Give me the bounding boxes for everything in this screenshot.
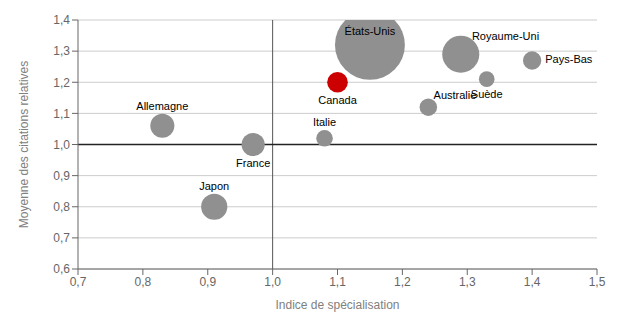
- svg-text:0,9: 0,9: [53, 169, 70, 183]
- svg-text:0,6: 0,6: [53, 262, 70, 276]
- svg-text:1,0: 1,0: [53, 138, 70, 152]
- svg-text:Suède: Suède: [470, 88, 503, 100]
- svg-text:0,7: 0,7: [70, 275, 87, 289]
- svg-text:1,2: 1,2: [53, 76, 70, 90]
- svg-text:1,3: 1,3: [459, 275, 476, 289]
- svg-text:0,8: 0,8: [53, 200, 70, 214]
- svg-text:Moyenne des citations relative: Moyenne des citations relatives: [17, 61, 31, 228]
- svg-text:1,3: 1,3: [53, 44, 70, 58]
- svg-text:Royaume-Uni: Royaume-Uni: [472, 30, 539, 42]
- svg-text:États-Unis: États-Unis: [345, 25, 396, 37]
- svg-text:1,0: 1,0: [264, 275, 281, 289]
- svg-text:Indice de spécialisation: Indice de spécialisation: [275, 298, 399, 312]
- svg-text:Japon: Japon: [199, 180, 229, 192]
- svg-text:Pays-Bas: Pays-Bas: [545, 53, 593, 65]
- svg-text:1,5: 1,5: [589, 275, 606, 289]
- svg-text:Allemagne: Allemagne: [136, 100, 188, 112]
- svg-text:1,1: 1,1: [53, 107, 70, 121]
- svg-text:0,7: 0,7: [53, 231, 70, 245]
- svg-text:Australie: Australie: [434, 89, 477, 101]
- svg-text:France: France: [236, 157, 270, 169]
- svg-text:Canada: Canada: [318, 94, 357, 106]
- svg-text:0,8: 0,8: [135, 275, 152, 289]
- svg-text:0,9: 0,9: [199, 275, 216, 289]
- svg-text:1,4: 1,4: [524, 275, 541, 289]
- svg-text:1,4: 1,4: [53, 13, 70, 27]
- svg-text:Italie: Italie: [313, 116, 336, 128]
- svg-text:1,1: 1,1: [329, 275, 346, 289]
- svg-text:1,2: 1,2: [394, 275, 411, 289]
